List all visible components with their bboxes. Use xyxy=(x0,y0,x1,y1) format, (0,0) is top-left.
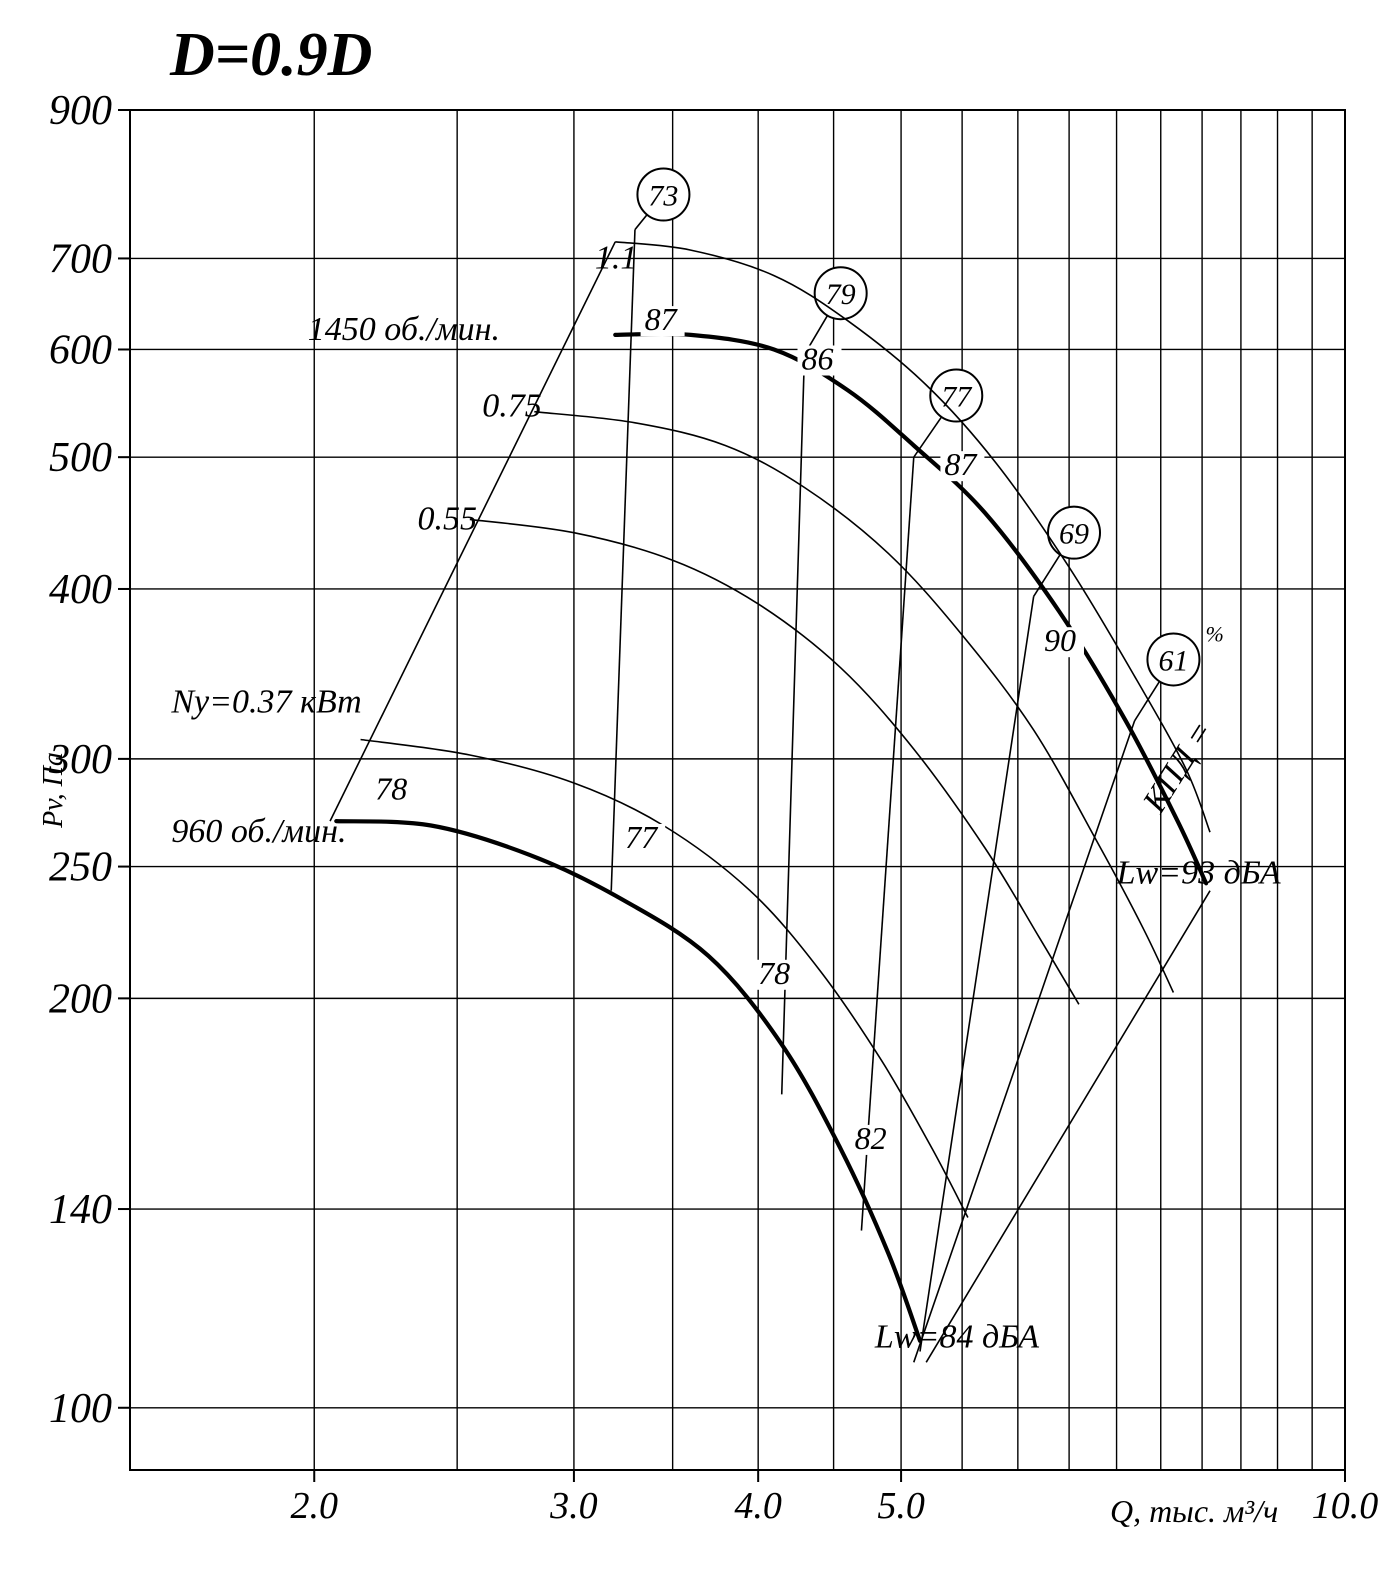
y-tick-label: 140 xyxy=(49,1187,112,1233)
inline-number: 87 xyxy=(944,446,978,482)
x-tick-label: 2.0 xyxy=(290,1485,338,1527)
x-axis-label: Q, тыс. м³/ч xyxy=(1110,1493,1278,1529)
y-tick-label: 100 xyxy=(49,1386,112,1432)
y-axis-label: Pv, Па xyxy=(38,752,69,829)
inline-number: 87 xyxy=(645,301,679,337)
curve-0.55-label: 0.55 xyxy=(418,500,478,537)
sound-label: Lw=84 дБА xyxy=(874,1319,1039,1356)
efficiency-circle-label: 77 xyxy=(941,381,973,414)
efficiency-circle-label: 61 xyxy=(1158,644,1188,677)
efficiency-circle-label: 69 xyxy=(1059,518,1089,551)
chart-title: D=0.9D xyxy=(169,21,372,89)
efficiency-circle-label: 73 xyxy=(648,180,678,213)
y-tick-label: 900 xyxy=(49,88,112,134)
x-tick-label: 4.0 xyxy=(734,1485,782,1527)
kpd-percent: % xyxy=(1205,621,1223,646)
y-tick-label: 200 xyxy=(49,976,112,1022)
curve-0.75-label: 0.75 xyxy=(482,387,542,424)
chart-svg: D=0.9D2.03.04.05.010.0100140200250300400… xyxy=(0,0,1384,1572)
rpm-label: 960 об./мин. xyxy=(171,813,346,850)
inline-number: 82 xyxy=(855,1120,887,1156)
x-tick-label: 10.0 xyxy=(1312,1485,1379,1527)
fan-chart: D=0.9D2.03.04.05.010.0100140200250300400… xyxy=(0,0,1384,1572)
inline-number: 78 xyxy=(758,955,790,991)
x-tick-label: 5.0 xyxy=(877,1485,925,1527)
curve-0.37-label: Nу=0.37 кВт xyxy=(170,684,361,721)
inline-number: 77 xyxy=(625,819,659,855)
curve-1.1-label: 1.1 xyxy=(595,239,638,276)
y-tick-label: 500 xyxy=(49,435,112,481)
y-tick-label: 250 xyxy=(49,845,112,891)
rpm-label: 1450 об./мин. xyxy=(308,311,500,348)
inline-number: 78 xyxy=(375,771,407,807)
x-tick-label: 3.0 xyxy=(549,1485,598,1527)
y-tick-label: 400 xyxy=(49,567,112,613)
y-tick-label: 700 xyxy=(49,236,112,282)
efficiency-circle-label: 79 xyxy=(826,278,856,311)
sound-label: Lw=93 дБА xyxy=(1116,854,1281,891)
inline-number: 90 xyxy=(1044,622,1076,658)
y-tick-label: 600 xyxy=(49,327,112,373)
inline-number: 86 xyxy=(801,341,833,377)
